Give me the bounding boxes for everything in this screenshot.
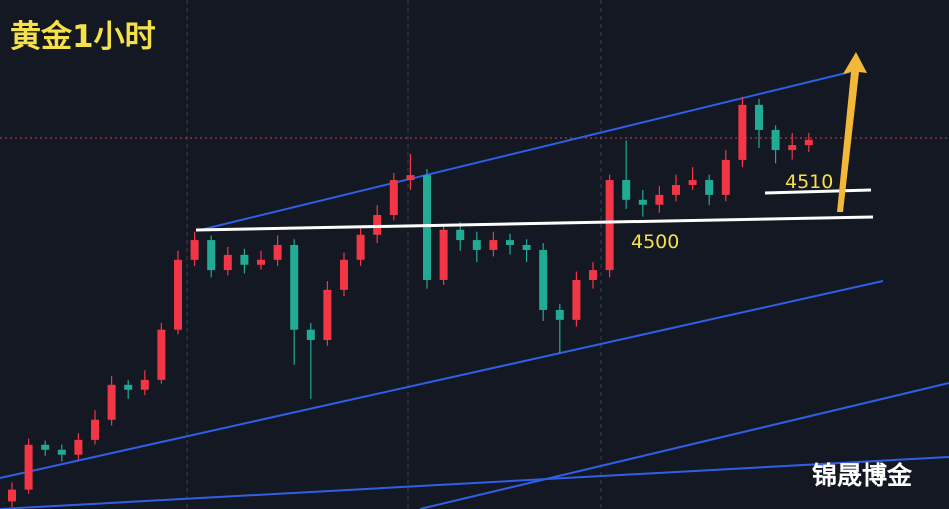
candle-body — [207, 240, 216, 271]
up-arrow — [837, 52, 867, 212]
candle-body — [107, 384, 116, 420]
support-4500 — [195, 215, 874, 232]
candle-body — [738, 104, 747, 160]
candle-body — [655, 194, 664, 205]
candle-body — [589, 270, 597, 280]
candle-body — [672, 184, 680, 195]
candle-body — [622, 180, 631, 200]
candle-body — [223, 254, 232, 271]
candle-body — [688, 180, 697, 185]
candle-body — [373, 214, 382, 235]
candle-body — [24, 444, 33, 490]
candle-body — [489, 240, 498, 250]
watermark: 锦晟博金 — [812, 461, 913, 490]
candle-body — [638, 199, 647, 205]
candle-body — [456, 229, 465, 241]
candle-body — [506, 240, 514, 246]
channel-base — [0, 456, 949, 509]
candle-body — [539, 249, 548, 310]
channel-lines — [0, 71, 949, 509]
candle-body — [340, 259, 348, 290]
candle-body — [406, 175, 415, 181]
candle-body — [306, 329, 315, 340]
candle-body — [157, 329, 166, 380]
candle-body — [240, 254, 249, 265]
level-label: 4510 — [785, 171, 833, 193]
candle-body — [91, 419, 99, 440]
candle-body — [439, 229, 448, 280]
candle-body — [423, 175, 431, 280]
candle-body — [721, 159, 730, 195]
candles — [8, 96, 813, 508]
candle-body — [323, 289, 332, 340]
candle-body — [522, 245, 531, 250]
candle-body — [472, 240, 481, 250]
candle-body — [8, 489, 16, 502]
candle-body — [389, 180, 398, 215]
level-label: 4500 — [631, 231, 679, 253]
candle-body — [257, 259, 265, 265]
candle-body — [788, 145, 797, 151]
candle-body — [124, 384, 133, 390]
support-4510 — [764, 188, 872, 195]
candle-body — [572, 279, 581, 320]
chart-title: 黄金1小时 — [10, 19, 156, 55]
candle-body — [771, 129, 780, 151]
candle-body — [705, 180, 714, 195]
candle-body — [57, 449, 66, 455]
candle-body — [74, 439, 83, 455]
candle-body — [555, 309, 564, 320]
candle-body — [605, 180, 614, 271]
channel-low — [419, 382, 949, 509]
time-dividers — [186, 0, 602, 509]
support-lines — [195, 188, 874, 232]
candle-body — [190, 240, 199, 260]
candle-body — [290, 245, 299, 330]
channel-top — [199, 71, 851, 231]
candle-body — [755, 104, 763, 130]
candle-body — [804, 139, 813, 146]
channel-mid — [0, 280, 884, 479]
candle-body — [356, 234, 365, 260]
candle-body — [273, 245, 282, 260]
candle-body — [41, 444, 50, 450]
candle-body — [174, 259, 182, 330]
candle-body — [140, 379, 149, 390]
